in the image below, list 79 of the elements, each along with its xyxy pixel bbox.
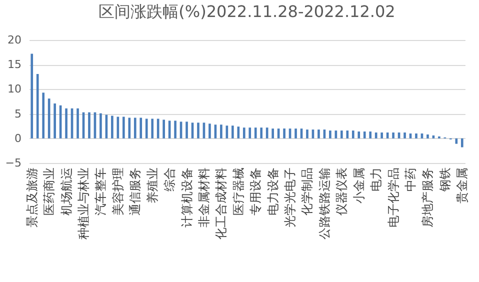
bar <box>346 130 349 138</box>
bar <box>318 130 320 138</box>
bar <box>380 132 383 138</box>
y-tick-label: 10 <box>8 82 22 96</box>
bar <box>231 126 234 138</box>
bar <box>88 112 90 138</box>
bar <box>162 120 165 138</box>
bar <box>283 128 286 138</box>
bar <box>404 132 406 138</box>
bar <box>415 133 418 138</box>
bar <box>369 132 372 138</box>
bar <box>352 130 354 138</box>
x-tick-label: 光学光电子 <box>283 168 298 228</box>
bar <box>100 113 102 138</box>
x-tick-label: 计算机设备 <box>180 168 194 228</box>
x-tick-label: 综合 <box>162 168 177 192</box>
x-tick-label: 机场航运 <box>59 168 74 216</box>
bar <box>128 118 131 138</box>
y-tick-label: 20 <box>8 34 22 46</box>
x-tick-label: 小金属 <box>352 168 366 204</box>
x-tick-label: 非金属材料 <box>196 168 211 228</box>
bar <box>220 124 222 138</box>
x-tick-label: 专用设备 <box>248 168 263 216</box>
x-tick-label: 房地产服务 <box>420 168 435 228</box>
bar <box>140 118 142 138</box>
bar <box>151 118 154 138</box>
bar <box>455 138 458 144</box>
bar <box>174 120 176 138</box>
x-tick-label: 汽车整车 <box>94 168 108 216</box>
x-tick-label: 钢铁 <box>438 168 452 192</box>
x-tick-label: 贵金属 <box>455 168 470 204</box>
bar <box>76 108 79 138</box>
x-tick-label: 医药商业 <box>42 168 56 216</box>
bar <box>122 116 125 138</box>
bar <box>134 118 136 138</box>
x-tick-label: 电子化学品 <box>386 168 400 228</box>
y-tick-label: 5 <box>14 107 22 120</box>
bar <box>358 132 360 138</box>
bar <box>208 124 211 138</box>
x-tick-label: 电力设备 <box>266 168 280 216</box>
x-tick-label: 仪器仪表 <box>334 168 349 216</box>
y-tick-label: 15 <box>8 58 22 72</box>
bar <box>186 122 188 138</box>
bar <box>237 126 240 138</box>
bar <box>329 130 332 138</box>
bar <box>426 134 429 138</box>
x-tick-label: 养殖业 <box>145 168 160 204</box>
x-tick-label: 医疗器械 <box>231 168 246 216</box>
bar <box>363 132 366 138</box>
bar <box>145 118 148 138</box>
x-tick-label: 种植业与林业 <box>76 168 90 240</box>
x-tick-label: 美容护理 <box>110 168 125 216</box>
bar <box>260 128 263 138</box>
bar <box>306 130 308 138</box>
x-tick-label: 化工合成材料 <box>214 168 228 240</box>
bar <box>340 130 343 138</box>
bar <box>65 108 68 138</box>
chart-title: 区间涨跌幅(%)2022.11.28-2022.12.02 <box>98 2 396 21</box>
bar <box>254 128 257 138</box>
bar <box>36 74 39 138</box>
x-tick-label: 景点及旅游 <box>24 168 39 228</box>
y-tick-label: 0 <box>14 132 22 145</box>
bar <box>54 103 56 138</box>
bar <box>42 92 45 138</box>
x-tick-label: 公路铁路运输 <box>317 168 332 240</box>
bar <box>197 122 200 138</box>
bar <box>242 128 246 138</box>
x-tick-label: 电力 <box>369 168 384 192</box>
y-tick-label: −5 <box>5 156 22 170</box>
bar <box>294 128 297 138</box>
bar <box>30 54 34 138</box>
bar <box>272 128 274 138</box>
bar <box>111 116 114 138</box>
bar <box>248 128 252 138</box>
x-tick-label: 化学制品 <box>300 168 314 216</box>
bar <box>460 138 464 148</box>
bar <box>392 132 394 138</box>
x-tick-label: 通信服务 <box>128 168 142 216</box>
x-tick-label: 中药 <box>404 168 418 192</box>
